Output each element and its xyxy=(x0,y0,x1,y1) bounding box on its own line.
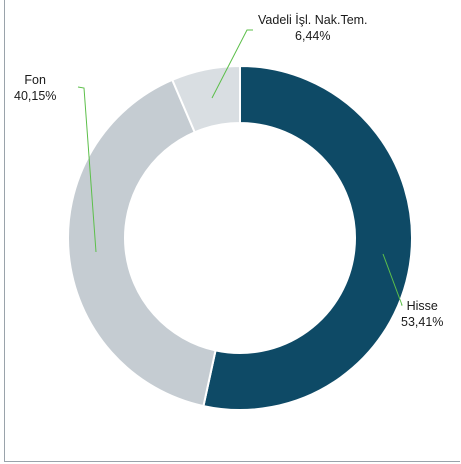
label-fon-name: Fon xyxy=(24,73,46,87)
label-fon-value: 40,15% xyxy=(14,89,57,103)
slice-fon xyxy=(67,78,217,408)
leader-line-vadeli xyxy=(211,29,253,99)
label-hisse-value: 53,41% xyxy=(401,315,444,329)
slice-vadeli xyxy=(170,64,241,134)
label-hisse: Hisse 53,41% xyxy=(401,298,443,330)
label-vadeli-value: 6,44% xyxy=(295,29,331,43)
slice-hisse xyxy=(202,64,413,411)
chart-frame xyxy=(4,0,460,462)
label-vadeli: Vadeli İşl. Nak.Tem. 6,44% xyxy=(258,12,368,44)
label-hisse-name: Hisse xyxy=(406,299,438,313)
label-vadeli-name: Vadeli İşl. Nak.Tem. xyxy=(258,13,368,27)
label-fon: Fon 40,15% xyxy=(14,72,56,104)
leader-line-fon xyxy=(77,86,97,253)
leader-line-hisse xyxy=(382,253,403,306)
